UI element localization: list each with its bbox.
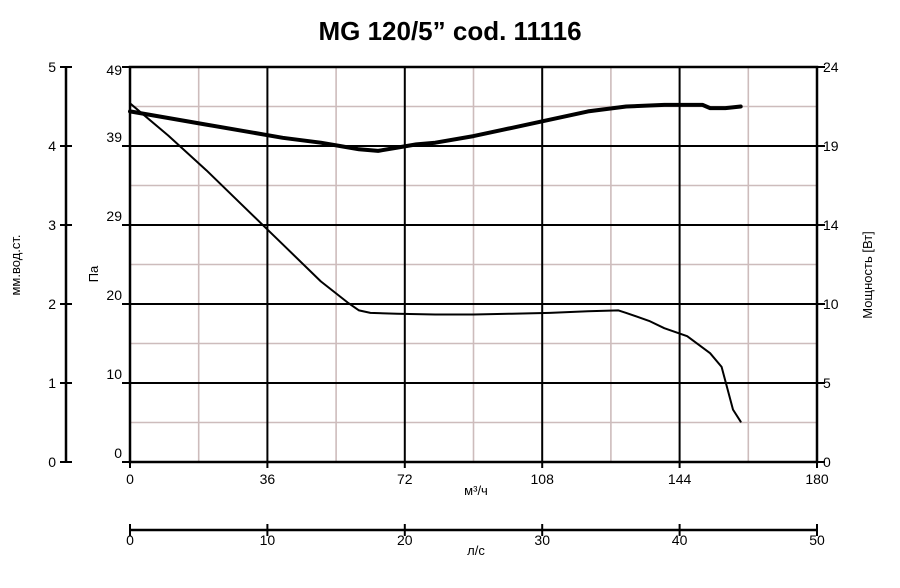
axes — [60, 66, 825, 536]
pressure-axis-title: Па — [86, 265, 101, 282]
power-tick-label: 10 — [823, 296, 839, 312]
pressure-tick-label: 49 — [106, 62, 122, 78]
x-tick-label: 180 — [805, 471, 829, 487]
power-tick-label: 0 — [823, 454, 831, 470]
secondary-x-tick-label: 30 — [534, 532, 550, 548]
outer-y-tick-label: 4 — [48, 138, 56, 154]
outer-y-tick-label: 5 — [48, 59, 56, 75]
power-tick-label: 14 — [823, 217, 839, 233]
pressure-tick-label: 29 — [106, 208, 122, 224]
secondary-x-tick-label: 50 — [809, 532, 825, 548]
power-axis-title: Мощность [Вт] — [860, 231, 875, 319]
grid-major — [130, 67, 817, 462]
secondary-x-tick-label: 40 — [672, 532, 688, 548]
pressure-tick-label: 20 — [106, 287, 122, 303]
secondary-x-tick-label: 0 — [126, 532, 134, 548]
grid-minor — [130, 67, 817, 462]
outer-y-tick-label: 0 — [48, 454, 56, 470]
pressure-tick-label: 10 — [106, 366, 122, 382]
outer-y-tick-label: 3 — [48, 217, 56, 233]
plot-frame — [128, 65, 819, 464]
secondary-x-axis-title: л/с — [467, 543, 485, 558]
pressure-curve — [129, 102, 742, 423]
x-tick-label: 36 — [260, 471, 276, 487]
outer-y-tick-label: 1 — [48, 375, 56, 391]
pressure-tick-label: 39 — [106, 129, 122, 145]
series-layer — [128, 102, 743, 423]
outer-y-axis-title: мм.вод.ст. — [8, 234, 23, 295]
chart-title: MG 120/5” cod. 11116 — [318, 16, 582, 46]
plot-border — [128, 65, 819, 464]
outer-y-tick-label: 2 — [48, 296, 56, 312]
x-tick-label: 144 — [668, 471, 692, 487]
power-tick-label: 5 — [823, 375, 831, 391]
secondary-x-tick-label: 20 — [397, 532, 413, 548]
secondary-x-tick-label: 10 — [260, 532, 276, 548]
x-axis-title: м³/ч — [464, 483, 488, 498]
power-tick-label: 19 — [823, 138, 839, 154]
pressure-tick-label: 0 — [114, 445, 122, 461]
x-tick-label: 108 — [531, 471, 555, 487]
power-tick-label: 24 — [823, 59, 839, 75]
x-tick-label: 0 — [126, 471, 134, 487]
x-tick-label: 72 — [397, 471, 413, 487]
power-curve — [128, 102, 743, 153]
